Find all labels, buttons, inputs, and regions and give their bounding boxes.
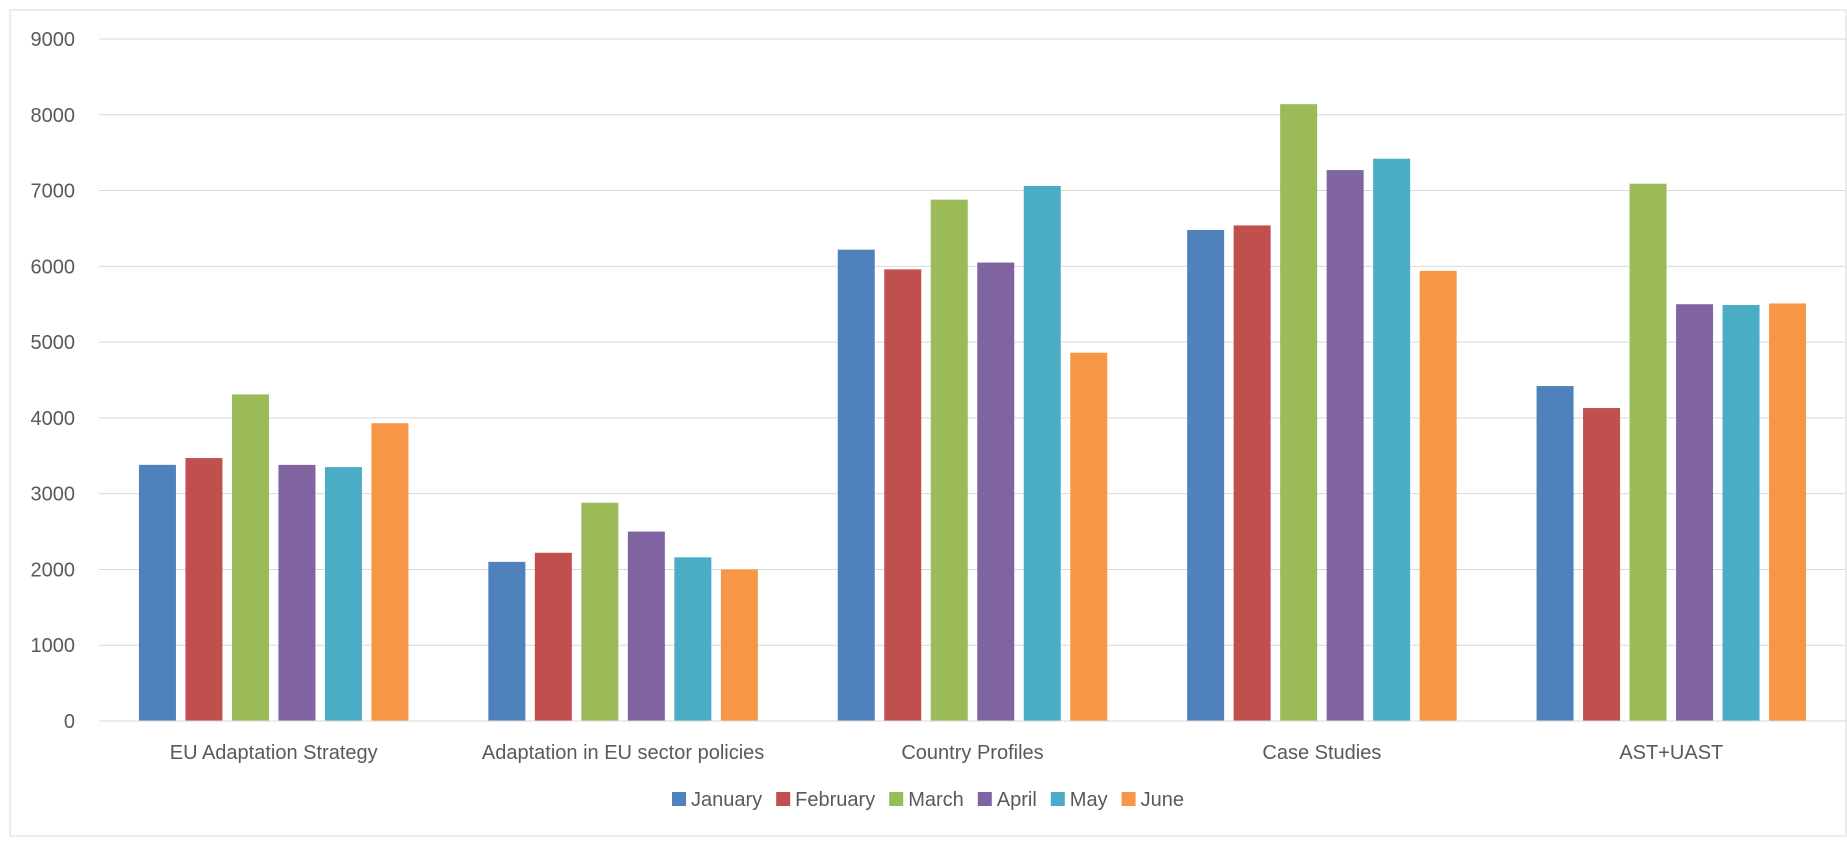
bar-january [1187,229,1225,721]
y-tick-label: 6000 [31,256,76,278]
legend-swatch [776,792,791,806]
bar-january [1536,386,1574,721]
y-tick-label: 2000 [31,559,76,581]
y-tick-label: 5000 [31,332,76,354]
bar-january [138,464,176,721]
bar-may [674,557,712,721]
legend-swatch [672,792,687,806]
x-category-label: Case Studies [1262,742,1381,764]
legend-label: January [691,789,762,811]
y-axis-tick-labels: 0 1000 2000 3000 4000 5000 6000 7000 8000 9000 [31,29,76,733]
y-tick-label: 1000 [31,635,76,657]
y-tick-label: 3000 [31,484,76,506]
legend-swatch [1121,792,1136,806]
x-category-label: Country Profiles [901,742,1043,764]
bar-february [1233,225,1271,721]
bar-april [278,464,316,721]
y-tick-label: 4000 [31,408,76,430]
x-category-label: AST+UAST [1619,742,1723,764]
legend-swatch [889,792,904,806]
legend-item: June [1121,789,1184,811]
legend-label: April [997,789,1037,811]
bar-january [837,249,875,721]
x-category-label: EU Adaptation Strategy [170,742,378,764]
legend-label: February [795,789,875,811]
bar-june [1419,270,1457,721]
bar-january [488,561,526,721]
y-tick-label: 8000 [31,105,76,127]
bar-april [627,531,665,721]
bar-february [884,269,922,721]
bar-april [977,262,1015,721]
x-axis-category-labels: EU Adaptation Strategy Adaptation in EU s… [170,742,1724,764]
legend-item: January [672,789,762,811]
x-category-label: Adaptation in EU sector policies [482,742,764,764]
bar-march [930,199,968,721]
legend-swatch [977,792,992,806]
y-tick-label: 7000 [31,181,76,203]
bar-may [1023,186,1061,721]
legend-item: April [977,789,1037,811]
bar-february [185,458,223,721]
bar-february [1583,408,1621,721]
bar-march [581,502,619,721]
legend-label: March [908,789,964,811]
legend-swatch [1050,792,1065,806]
bar-february [534,552,572,721]
y-tick-label: 0 [64,711,75,733]
legend-label: June [1141,789,1184,811]
bar-june [720,569,758,721]
bar-june [1070,352,1108,721]
legend-item: February [776,789,875,811]
legend: January February March April May June [672,789,1184,811]
bar-june [371,423,409,721]
bar-may [324,467,362,721]
bar-series [138,104,1807,722]
bar-may [1722,304,1760,721]
bar-april [1676,304,1714,721]
legend-item: March [889,789,964,811]
bar-june [1769,303,1807,721]
legend-label: May [1070,789,1108,811]
bar-march [1629,183,1667,722]
bar-march [1280,104,1318,722]
legend-item: May [1050,789,1108,811]
bar-april [1326,170,1364,721]
y-tick-label: 9000 [31,29,76,51]
bar-march [231,394,269,721]
bar-may [1373,158,1411,721]
